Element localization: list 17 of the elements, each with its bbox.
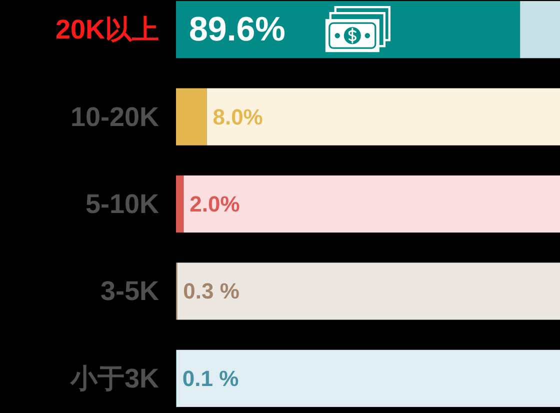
data-label: 0.1 % [182, 366, 239, 391]
bar [184, 175, 560, 233]
bar [176, 88, 207, 146]
bar [520, 1, 560, 58]
y-tick-label: 20K以上 [55, 14, 159, 45]
data-label: 0.3 % [183, 278, 240, 304]
data-label: 89.6% [189, 10, 286, 49]
bar [176, 350, 560, 407]
bar [206, 88, 560, 146]
y-tick-label: 10-20K [70, 102, 160, 132]
y-tick-label: 小于3K [69, 363, 160, 394]
bar [177, 262, 560, 320]
bar [176, 175, 184, 233]
data-label: 2.0% [190, 192, 240, 216]
y-tick-label: 5-10K [85, 189, 160, 219]
data-label: 8.0% [212, 104, 263, 130]
y-tick-label: 3-5K [100, 276, 160, 306]
